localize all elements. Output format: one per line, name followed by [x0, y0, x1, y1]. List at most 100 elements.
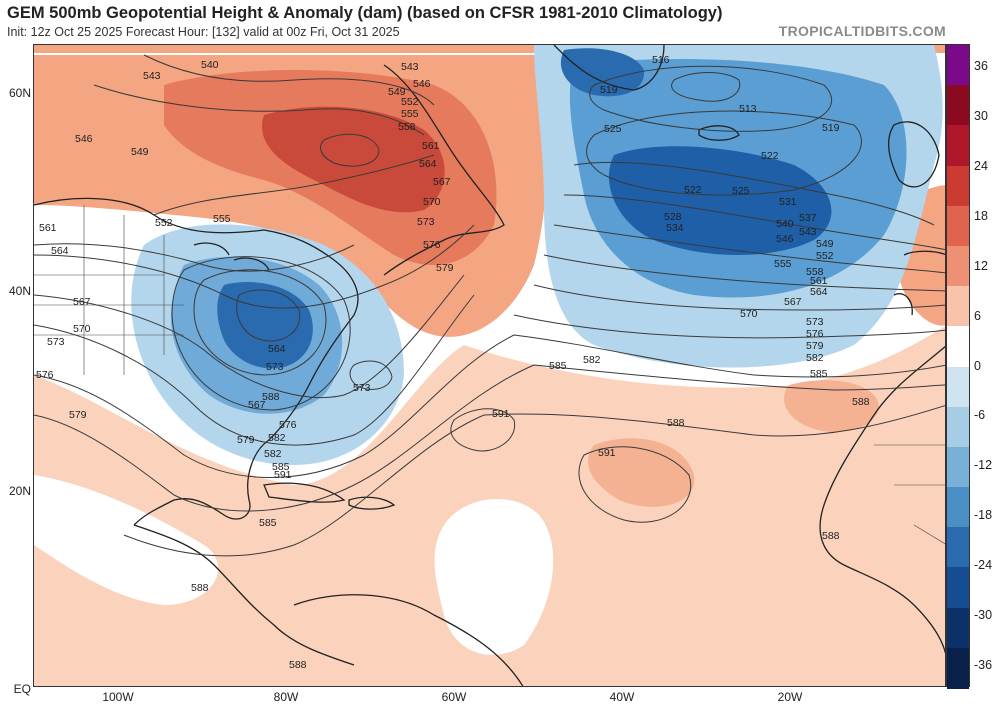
contour-label: 585	[259, 517, 277, 529]
colorbar-tick-label: -12	[974, 458, 993, 473]
contour-label: 573	[417, 216, 435, 228]
contour-label: 573	[47, 336, 65, 348]
colorbar-swatch	[947, 286, 969, 327]
political-borders	[34, 205, 945, 545]
contour-label: 582	[583, 354, 601, 366]
lat-label-20n: 20N	[8, 484, 31, 498]
contour-label: 591	[492, 408, 510, 420]
anomaly-neutral-patch-2	[34, 475, 219, 605]
colorbar-swatch	[947, 326, 969, 367]
contour-label: 570	[73, 323, 91, 335]
contour-label: 552	[816, 250, 834, 262]
contour-519	[589, 65, 833, 132]
contour-label: 543	[401, 61, 419, 73]
contour-label: 522	[684, 184, 702, 196]
contour-552	[153, 154, 435, 216]
british-isles-outline	[887, 121, 940, 188]
contour-label: 591	[598, 447, 616, 459]
contour-label: 573	[266, 361, 284, 373]
contour-label: 579	[69, 409, 87, 421]
lon-label-100w: 100W	[102, 690, 134, 704]
lon-label-20w: 20W	[777, 690, 803, 704]
anomaly-negative-atlantic-core	[608, 146, 832, 255]
contour-label: 561	[422, 140, 440, 152]
colorbar-tick-label: 36	[974, 59, 988, 73]
map-subtitle: Init: 12z Oct 25 2025 Forecast Hour: [13…	[7, 25, 400, 39]
contour-label: 573	[353, 382, 371, 394]
contour-label: 573	[806, 316, 824, 328]
cuba-outline	[263, 482, 346, 503]
colorbar-swatch	[947, 487, 969, 528]
contour-576-atl	[513, 314, 945, 339]
colorbar-tick-label: 18	[974, 208, 988, 223]
contour-591-east	[578, 446, 692, 523]
anomaly-colorbar	[946, 44, 970, 689]
contour-label: 582	[264, 448, 282, 460]
contour-label: 576	[36, 369, 54, 381]
contour-label: 582	[268, 432, 286, 444]
map-panel: 516 519 513 519 525 522 522 525 528 531 …	[33, 44, 946, 687]
colorbar-tick-label: 24	[974, 158, 988, 173]
colorbar-tick-label: -36	[974, 658, 993, 672]
contour-label: 525	[732, 185, 750, 197]
colorbar-swatch	[947, 125, 969, 167]
contour-labels: 516 519 513 519 525 522 522 525 528 531 …	[36, 54, 870, 671]
contour-label: 546	[75, 133, 93, 145]
contour-label: 555	[213, 213, 231, 225]
contour-525	[586, 110, 862, 196]
colorbar-swatch	[947, 205, 969, 247]
anomaly-negative-greenland	[560, 48, 645, 97]
contour-label: 525	[604, 123, 622, 135]
colorbar-tick-label: -18	[974, 508, 993, 523]
colorbar-swatch	[947, 446, 969, 488]
hispaniola-outline	[348, 496, 396, 510]
contour-label: 567	[784, 296, 802, 308]
contour-label: 519	[600, 84, 618, 96]
contour-label: 585	[549, 360, 567, 372]
contour-label: 555	[401, 108, 419, 120]
colorbar-swatch	[947, 45, 969, 86]
map-canvas: 516 519 513 519 525 522 522 525 528 531 …	[34, 45, 945, 686]
contour-label: 561	[39, 222, 57, 234]
contour-531	[573, 161, 935, 226]
anomaly-neutral-patch	[434, 498, 554, 655]
contour-label: 576	[279, 419, 297, 431]
contour-588	[123, 405, 945, 557]
contour-label: 543	[799, 226, 817, 238]
contour-label: 570	[423, 196, 441, 208]
colorbar-tick-label: -30	[974, 608, 993, 623]
contour-label: 582	[806, 352, 824, 364]
height-contours	[34, 54, 945, 557]
contour-label: 540	[776, 218, 794, 230]
us-border-lines	[34, 205, 184, 375]
contour-label: 567	[73, 296, 91, 308]
contour-546	[93, 84, 425, 136]
contour-540-atl	[563, 194, 945, 251]
contour-label: 516	[652, 54, 670, 66]
iceland-outline	[698, 125, 740, 141]
great-lakes	[193, 242, 270, 271]
contour-513	[671, 72, 741, 102]
lon-label-80w: 80W	[273, 690, 299, 704]
colorbar-tick-label: 6	[974, 308, 981, 323]
africa-coast	[819, 345, 945, 655]
contour-591-west	[450, 408, 516, 452]
colorbar-swatch	[947, 406, 969, 448]
contour-label: 558	[806, 266, 824, 278]
contour-label: 570	[740, 308, 758, 320]
map-title: GEM 500mb Geopotential Height & Anomaly …	[7, 4, 723, 22]
contour-label: 579	[237, 434, 255, 446]
colorbar-swatch	[947, 85, 969, 126]
lat-label-eq: EQ	[13, 682, 31, 696]
contour-label: 579	[806, 340, 824, 352]
contour-label: 567	[433, 176, 451, 188]
contour-label: 588	[822, 530, 840, 542]
contour-label: 528	[664, 211, 682, 223]
colorbar-tick-label: 30	[974, 108, 988, 123]
colorbar-tick-label: -24	[974, 558, 993, 573]
contour-label: 564	[51, 245, 69, 257]
contour-label: 558	[398, 121, 416, 133]
contour-label: 552	[155, 217, 173, 229]
lon-label-60w: 60W	[441, 690, 467, 704]
colorbar-swatch	[947, 245, 969, 287]
